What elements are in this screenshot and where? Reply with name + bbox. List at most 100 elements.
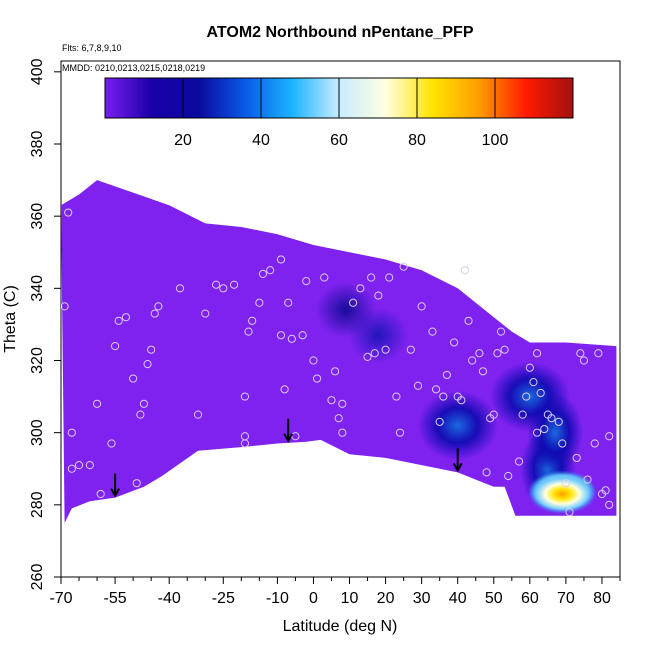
colorbar-tick-label: 60 — [330, 132, 348, 149]
sample-point — [500, 345, 509, 354]
sample-point — [439, 392, 448, 401]
sample-point — [518, 410, 527, 419]
sample-point — [536, 388, 545, 398]
sample-point — [110, 341, 120, 351]
colorbar-tick-label: 20 — [174, 132, 192, 149]
colorbar-tick-label: 40 — [252, 132, 270, 149]
sample-point — [374, 291, 383, 300]
colorbar-ticks: 20 40 60 80 100 — [174, 78, 508, 149]
sample-point — [67, 464, 76, 473]
sample-point — [558, 439, 567, 448]
concentration-feature — [528, 474, 597, 515]
x-tick-label: 70 — [557, 590, 575, 607]
sample-point — [312, 374, 322, 383]
sample-point — [406, 345, 415, 354]
sample-point — [594, 349, 603, 358]
sample-point — [565, 507, 574, 517]
sample-point — [139, 399, 149, 408]
sample-point — [136, 410, 145, 419]
concentration-feature — [527, 392, 584, 473]
x-axis: -70 -55 -40 -25 -10 0 10 20 30 40 50 60 70 80 — [49, 576, 621, 607]
sample-point — [561, 479, 571, 488]
sample-point — [547, 414, 556, 423]
sample-point — [478, 367, 488, 376]
sample-point — [395, 428, 405, 437]
y-tick-label: 300 — [29, 419, 46, 446]
x-tick-label: 20 — [377, 590, 395, 607]
sample-point — [496, 327, 506, 336]
sample-point — [330, 367, 340, 376]
sample-point — [370, 349, 379, 358]
sample-point — [298, 331, 307, 340]
y-tick-label: 380 — [29, 131, 46, 158]
sample-point — [489, 410, 498, 419]
sample-point — [143, 360, 152, 369]
sample-point — [460, 266, 470, 275]
data-layer — [61, 180, 617, 523]
sample-point — [280, 385, 289, 394]
sample-point — [413, 381, 423, 390]
sample-point — [367, 273, 376, 282]
sample-point — [255, 298, 264, 307]
sample-point — [464, 316, 473, 325]
sample-point — [493, 349, 502, 358]
sample-point — [193, 410, 203, 419]
x-tick-label: 80 — [593, 590, 611, 607]
y-tick-label: 280 — [29, 491, 46, 518]
sample-point — [230, 280, 239, 289]
sample-point — [85, 461, 94, 470]
sample-point — [457, 396, 466, 405]
sample-point — [417, 302, 426, 311]
sample-point — [399, 262, 408, 271]
sample-point — [605, 432, 614, 441]
sample-point — [201, 309, 210, 318]
x-tick-label: 40 — [449, 590, 467, 607]
sample-point — [468, 356, 477, 365]
flight-arrow — [283, 418, 294, 443]
sample-point — [240, 432, 250, 441]
dates-note: MMDD: 0210,0213,0215,0218,0219 — [62, 63, 205, 73]
y-tick-label: 400 — [29, 58, 46, 85]
flight-arrows — [110, 418, 463, 498]
flights-note: Flts: 6,7,8,9,10 — [62, 43, 122, 53]
sample-point — [532, 349, 542, 358]
y-tick-label: 260 — [29, 564, 46, 591]
sample-point — [601, 486, 610, 495]
sample-point — [554, 417, 563, 426]
sample-point — [572, 453, 581, 463]
sample-point — [428, 327, 437, 336]
sample-point — [381, 345, 390, 354]
x-tick-label: -10 — [266, 590, 289, 607]
sample-point — [211, 280, 221, 289]
y-tick-label: 360 — [29, 203, 46, 230]
sample-point — [244, 327, 253, 336]
sample-point — [334, 414, 343, 423]
sample-point — [482, 468, 491, 477]
sample-point — [96, 489, 105, 499]
sample-point — [583, 475, 592, 484]
sample-point — [385, 273, 394, 282]
colorbar-tick-label: 100 — [482, 132, 509, 149]
sample-point — [579, 356, 589, 365]
sample-point — [276, 331, 286, 340]
sample-points — [61, 208, 614, 517]
sample-point — [64, 208, 73, 217]
concentration-feature — [348, 307, 409, 364]
sample-point — [107, 439, 116, 448]
y-axis: 260 280 300 320 340 360 380 400 — [29, 58, 61, 590]
sample-point — [150, 309, 159, 318]
sample-point — [356, 284, 365, 293]
flight-arrow — [452, 448, 463, 473]
sample-point — [475, 349, 484, 358]
sample-point — [450, 338, 459, 347]
x-tick-label: -25 — [212, 590, 235, 607]
x-tick-label: 10 — [341, 590, 359, 607]
sample-point — [309, 356, 318, 365]
chart-title: ATOM2 Northbound nPentane_PFP — [207, 24, 474, 41]
sample-point — [327, 396, 336, 405]
x-tick-label: 50 — [485, 590, 503, 607]
x-tick-label: -40 — [158, 590, 181, 607]
sample-point — [605, 500, 614, 509]
x-tick-label: 0 — [309, 590, 318, 607]
